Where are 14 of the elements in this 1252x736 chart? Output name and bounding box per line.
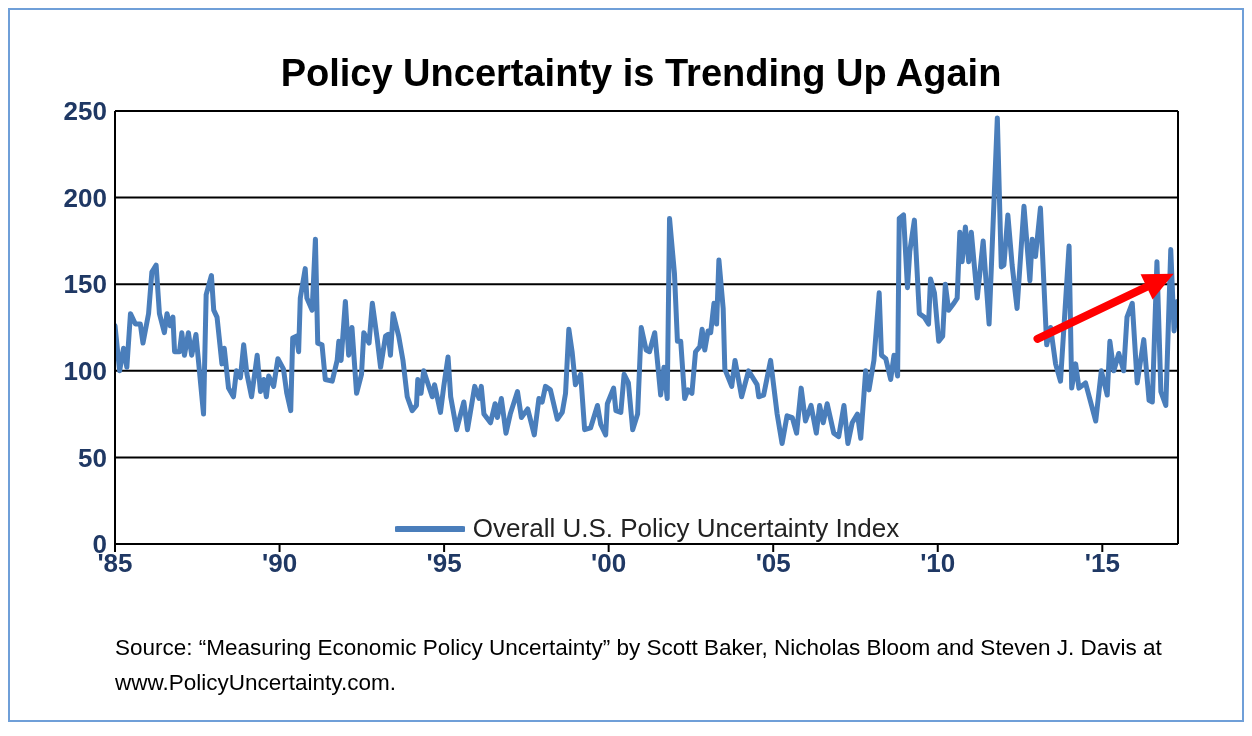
source-note: Source: “Measuring Economic Policy Uncertainty” by Scott Baker, Nicholas Bloom and Steven J. Davis at www.PolicyUncertainty.com. bbox=[115, 635, 1162, 695]
x-tick-label: '95 bbox=[426, 548, 462, 579]
y-tick-label: 200 bbox=[63, 182, 107, 213]
y-tick-label: 100 bbox=[63, 356, 107, 387]
chart-title: Policy Uncertainty is Trending Up Again bbox=[280, 52, 1002, 95]
x-tick-label: '15 bbox=[1084, 548, 1120, 579]
x-tick-label: '00 bbox=[591, 548, 627, 579]
x-tick-label: '90 bbox=[262, 548, 298, 579]
x-tick-label: '10 bbox=[920, 548, 956, 579]
y-tick-label: 150 bbox=[63, 269, 107, 300]
y-tick-label: 250 bbox=[63, 96, 107, 127]
y-tick-label: 50 bbox=[78, 442, 107, 473]
x-tick-label: '05 bbox=[755, 548, 791, 579]
legend-label: Overall U.S. Policy Uncertainty Index bbox=[472, 513, 900, 544]
